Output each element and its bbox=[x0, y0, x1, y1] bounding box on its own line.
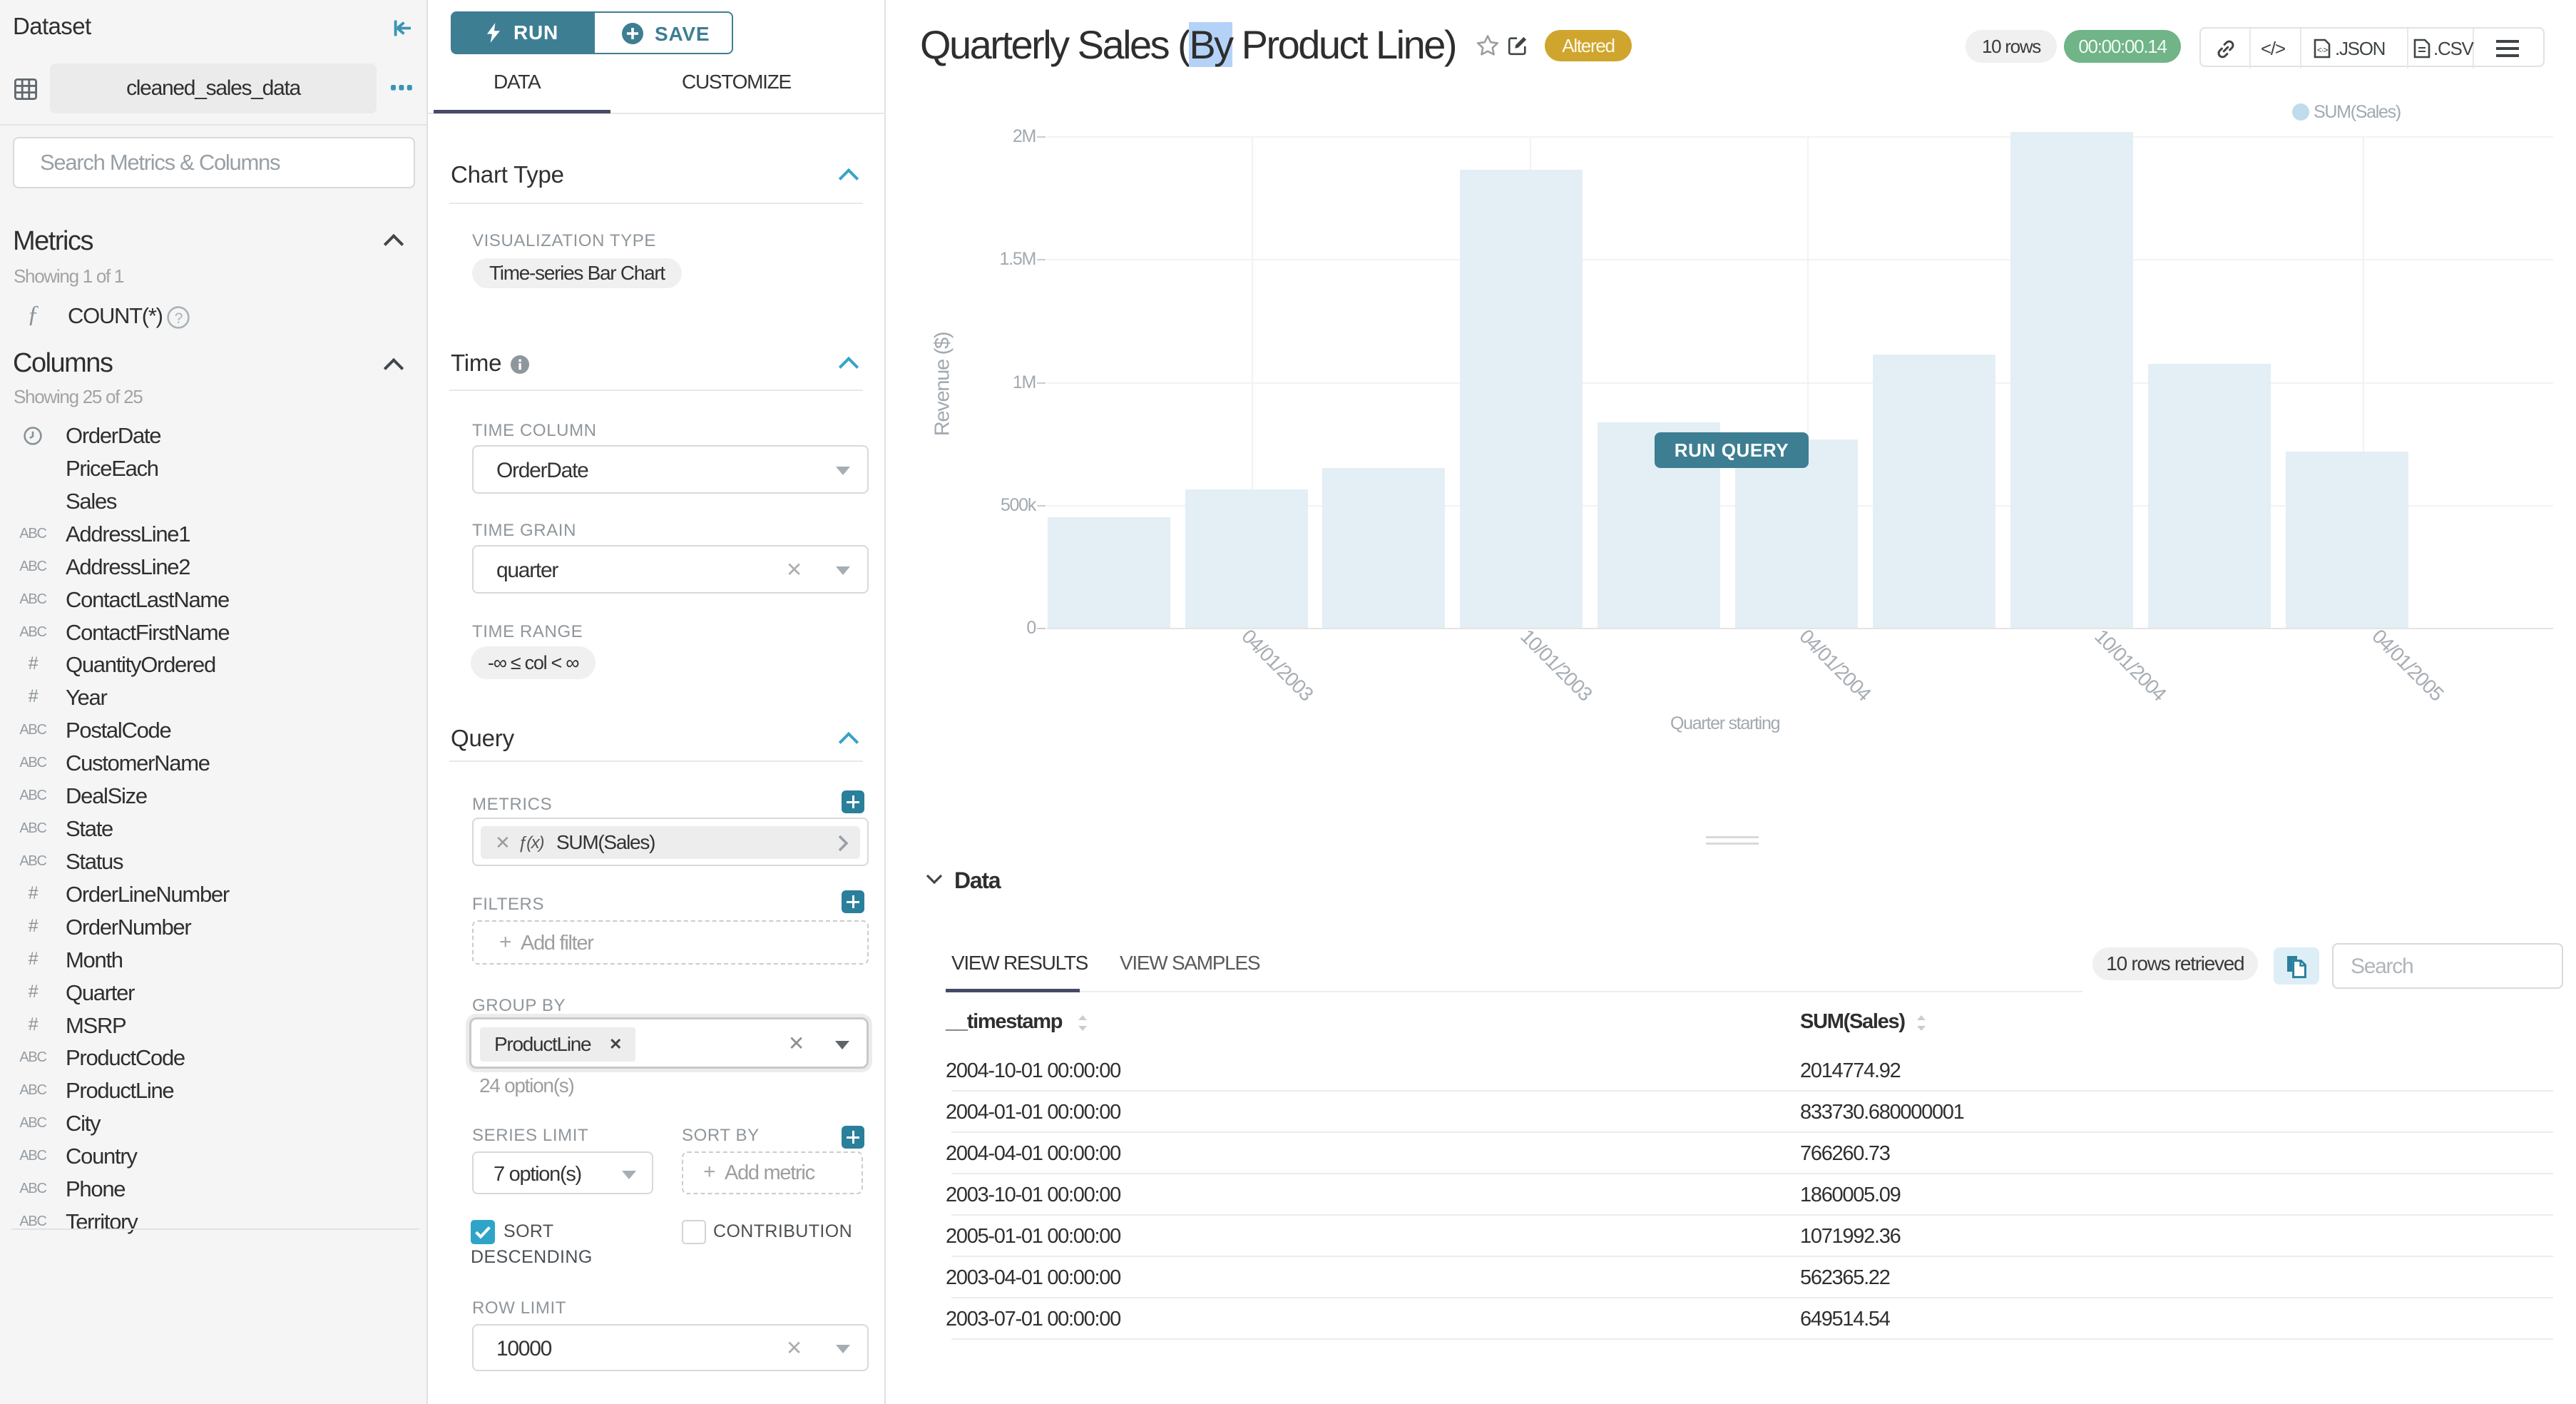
svg-text:<·>: <·> bbox=[2317, 45, 2328, 55]
svg-text:?: ? bbox=[175, 310, 183, 327]
